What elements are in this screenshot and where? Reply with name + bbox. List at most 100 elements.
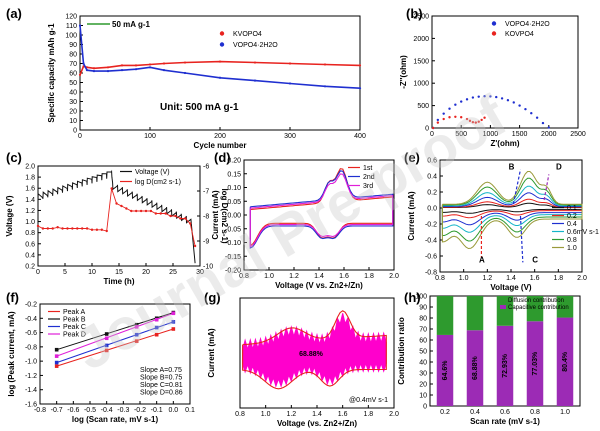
b-series-2-point xyxy=(436,121,440,124)
f-series-1-point xyxy=(54,364,59,368)
f-y-tick-label: -1.4 xyxy=(25,387,37,394)
c2-y-tick-label: -6 xyxy=(203,164,209,171)
panel-label-g: (g) xyxy=(204,290,221,305)
h-y-tick-label: 90 xyxy=(419,305,427,312)
c-y-axis-label: Voltage (V) xyxy=(5,195,14,237)
h-legend-capacitive: Capacitive contribution xyxy=(508,305,569,311)
g-cv-outline xyxy=(242,310,387,390)
f-series-2-point xyxy=(134,322,139,327)
f-fit-1-line xyxy=(56,328,174,367)
c-x-tick-label: 15 xyxy=(115,269,123,276)
a-series-2-point xyxy=(82,62,85,65)
f-series-3-point xyxy=(104,343,109,348)
h-legend-diffusion-swatch xyxy=(500,298,506,302)
e-legend-2: 0.2 xyxy=(567,213,577,220)
b-series-1-point xyxy=(465,98,469,101)
g-x-axis-label: Voltage (vs. Zn2+/Zn) xyxy=(277,419,357,428)
a-series-2-point xyxy=(253,79,257,82)
a-x-axis-label: Cycle number xyxy=(194,141,247,150)
d-y-tick-label: -0.10 xyxy=(225,240,241,247)
c-diffusion-point xyxy=(179,217,182,220)
b-y-tick-label: 1500 xyxy=(413,58,429,65)
a-series-1-point xyxy=(148,63,152,66)
h-y-tick-label: 100 xyxy=(415,294,427,301)
c-diffusion-point xyxy=(159,212,162,215)
g-x-tick-label: 1.8 xyxy=(363,411,373,418)
g-x-tick-label: 1.6 xyxy=(338,411,348,418)
h-bar-label: 72.93% xyxy=(502,353,509,378)
h-bar-label: 68.88% xyxy=(472,355,479,380)
a-y-tick-label: 80 xyxy=(69,52,77,59)
f-series-3-point xyxy=(134,332,139,337)
a-y-tick-label: 110 xyxy=(66,23,77,30)
panel-e: (e)0.8 1.0 1.2 1.4 1.6 1.8 2.0-0.8-0.6-0.4-0.2… xyxy=(404,150,599,292)
a-series-2-point xyxy=(183,71,187,75)
h-bar-capacitive xyxy=(526,321,544,406)
a-series-1-point xyxy=(134,64,138,67)
b-series-2-point xyxy=(460,116,463,119)
a-series-1-point xyxy=(106,66,110,69)
panel-h: (h) 0 10 20 30 40 50 60 70 80 90 100 Scan rate (mV s… xyxy=(397,290,581,426)
e-legend-4: 0.6mV s-1 xyxy=(567,229,599,236)
c-y-tick-label: 1.0 xyxy=(25,219,35,226)
f-series-2-point xyxy=(54,347,59,352)
b-series-2-point xyxy=(448,116,451,119)
h-bar-label: 80.4% xyxy=(562,351,569,372)
c-diffusion-point xyxy=(164,212,167,215)
panel-label-c: (c) xyxy=(6,150,22,165)
f-series-1-point xyxy=(134,339,139,343)
c-diffusion-point xyxy=(184,217,187,220)
d-x-tick-label: 1.8 xyxy=(364,273,374,280)
h-x-tick-label: 0.4 xyxy=(470,409,480,416)
panel-label-f: (f) xyxy=(6,290,19,305)
h-y-tick-label: 60 xyxy=(419,338,427,345)
panel-c: (c) 0 5 10 15 20 25 30 0.2 0.4 0.6 0.8 1.0 1.2 1.4 1.6 1… xyxy=(5,150,229,286)
h-bar-label: 77.03% xyxy=(532,351,539,376)
b-legend-kovpo4: KOVPO4 xyxy=(505,31,534,38)
d-y-tick-label: 0.05 xyxy=(227,199,241,206)
panel-label-a: (a) xyxy=(6,6,22,21)
c-diffusion-point xyxy=(46,227,50,230)
f-x-tick-label: -0.1 xyxy=(151,407,163,414)
f-series-1-point xyxy=(171,327,176,331)
g-x-tick-label: 1.2 xyxy=(286,411,296,418)
e-x-tick-label: 1.0 xyxy=(459,275,469,282)
b-series-1-point xyxy=(547,126,550,129)
h-x-tick-label: 0.2 xyxy=(440,409,450,416)
c2-y-tick-label: -7 xyxy=(203,189,209,196)
h-legend-diffusion: Diffusion contribution xyxy=(508,298,564,304)
d-y-axis-label: Current (mA) xyxy=(211,190,220,240)
f-x-tick-label: 0.0 xyxy=(168,407,178,414)
d-x-tick-label: 1.0 xyxy=(264,273,274,280)
c-y-tick-label: 0.8 xyxy=(25,230,35,237)
b-series-1-point xyxy=(483,94,486,98)
e-y-axis-label: Current (mA) xyxy=(407,191,416,241)
c-diffusion-point xyxy=(125,207,128,210)
c-x-tick-label: 20 xyxy=(142,269,150,276)
b-series-2-point xyxy=(471,120,475,124)
h-bar-diffusion xyxy=(526,296,544,322)
e-legend-3: 0.4 xyxy=(567,221,577,228)
a-series-1-point xyxy=(183,61,187,64)
c-y-tick-label: 0.4 xyxy=(25,252,35,259)
c-diffusion-point xyxy=(100,228,104,231)
b-series-2-point xyxy=(480,118,483,122)
e-x-tick-label: 1.4 xyxy=(506,275,516,282)
e-peak-label: C xyxy=(532,255,538,264)
c-x-tick-label: 5 xyxy=(63,269,67,276)
c-x-tick-label: 0 xyxy=(36,269,40,276)
e-peak-label: A xyxy=(479,255,485,264)
b-series-1-point xyxy=(471,96,475,99)
h-x-tick-label: 0.6 xyxy=(500,409,510,416)
c-diffusion-point xyxy=(134,209,138,213)
f-y-tick-label: -0.2 xyxy=(25,302,37,309)
e-legend-1: 0.1 xyxy=(567,205,577,212)
c-x-axis-label: Time (h) xyxy=(104,277,135,286)
e-y-tick-label: 0.6 xyxy=(427,158,437,165)
b-series-2-point xyxy=(477,120,480,123)
h-x-tick-label: 1.0 xyxy=(560,409,570,416)
a-y-tick-label: 60 xyxy=(69,71,77,78)
a-series-2-point xyxy=(85,69,89,72)
a-x-tick-label: 0 xyxy=(78,133,82,140)
g-y-axis-label: Current (mA) xyxy=(207,328,216,378)
